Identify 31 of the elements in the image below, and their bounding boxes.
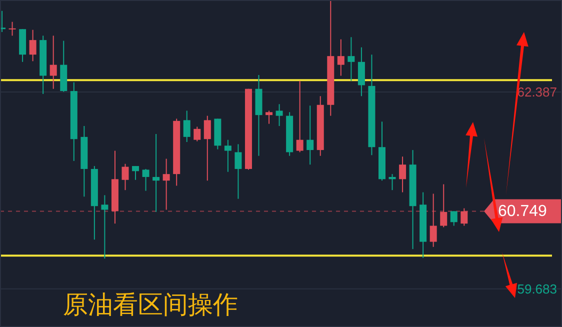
- candlestick: [296, 80, 304, 153]
- candlestick: [162, 158, 170, 210]
- candlestick: [337, 38, 344, 76]
- candlestick: [204, 115, 211, 182]
- candlestick: [388, 174, 396, 191]
- candlestick: [152, 134, 160, 212]
- ref-line-label: 60.749: [498, 202, 548, 220]
- candlestick: [234, 144, 242, 200]
- candlestick: [101, 194, 108, 260]
- candlestick: [358, 46, 365, 97]
- candlestick: [348, 36, 355, 82]
- candlestick: [142, 168, 150, 192]
- candlestick: [8, 21, 16, 36]
- candlestick: [29, 29, 36, 62]
- candlestick: [50, 35, 57, 90]
- candlestick: [460, 208, 468, 226]
- candlestick: [224, 139, 232, 172]
- candlestick: [194, 126, 201, 142]
- candlestick: [399, 156, 406, 193]
- candlestick: [306, 105, 314, 166]
- candlestick: [266, 110, 273, 124]
- candlestick: [122, 163, 129, 191]
- candlestick: [450, 210, 458, 226]
- candlestick: [430, 193, 437, 248]
- candlestick: [276, 104, 283, 126]
- y-tick-label: 59.683: [517, 281, 557, 296]
- candlestick: [440, 184, 448, 228]
- candlestick: [183, 110, 190, 143]
- y-tick-label: 62.387: [517, 84, 557, 100]
- candlestick: [132, 166, 140, 180]
- annotation: 原油看区间操作: [63, 291, 238, 319]
